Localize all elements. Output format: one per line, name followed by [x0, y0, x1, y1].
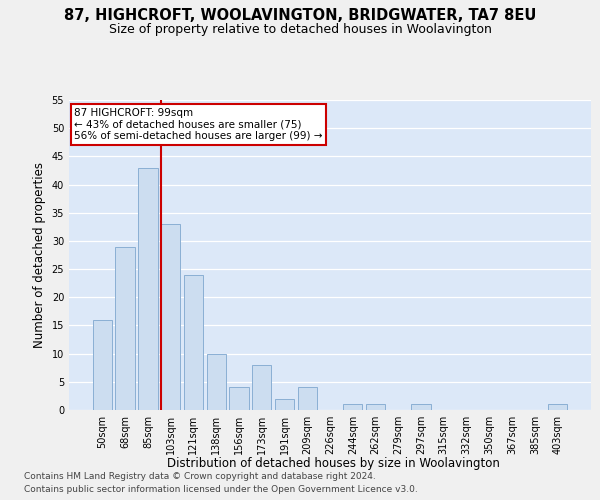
Bar	[275, 398, 294, 410]
Bar	[548, 404, 567, 410]
Bar	[343, 404, 362, 410]
Text: 87, HIGHCROFT, WOOLAVINGTON, BRIDGWATER, TA7 8EU: 87, HIGHCROFT, WOOLAVINGTON, BRIDGWATER,…	[64, 8, 536, 22]
Bar	[298, 388, 317, 410]
Y-axis label: Number of detached properties: Number of detached properties	[33, 162, 46, 348]
Bar	[115, 246, 135, 410]
Bar	[366, 404, 385, 410]
Bar	[93, 320, 112, 410]
Bar	[229, 388, 248, 410]
Text: 87 HIGHCROFT: 99sqm
← 43% of detached houses are smaller (75)
56% of semi-detach: 87 HIGHCROFT: 99sqm ← 43% of detached ho…	[74, 108, 323, 141]
Bar	[161, 224, 181, 410]
Bar	[252, 365, 271, 410]
Bar	[412, 404, 431, 410]
Text: Distribution of detached houses by size in Woolavington: Distribution of detached houses by size …	[167, 458, 499, 470]
Bar	[138, 168, 158, 410]
Bar	[206, 354, 226, 410]
Bar	[184, 274, 203, 410]
Text: Contains public sector information licensed under the Open Government Licence v3: Contains public sector information licen…	[24, 485, 418, 494]
Text: Contains HM Land Registry data © Crown copyright and database right 2024.: Contains HM Land Registry data © Crown c…	[24, 472, 376, 481]
Text: Size of property relative to detached houses in Woolavington: Size of property relative to detached ho…	[109, 22, 491, 36]
